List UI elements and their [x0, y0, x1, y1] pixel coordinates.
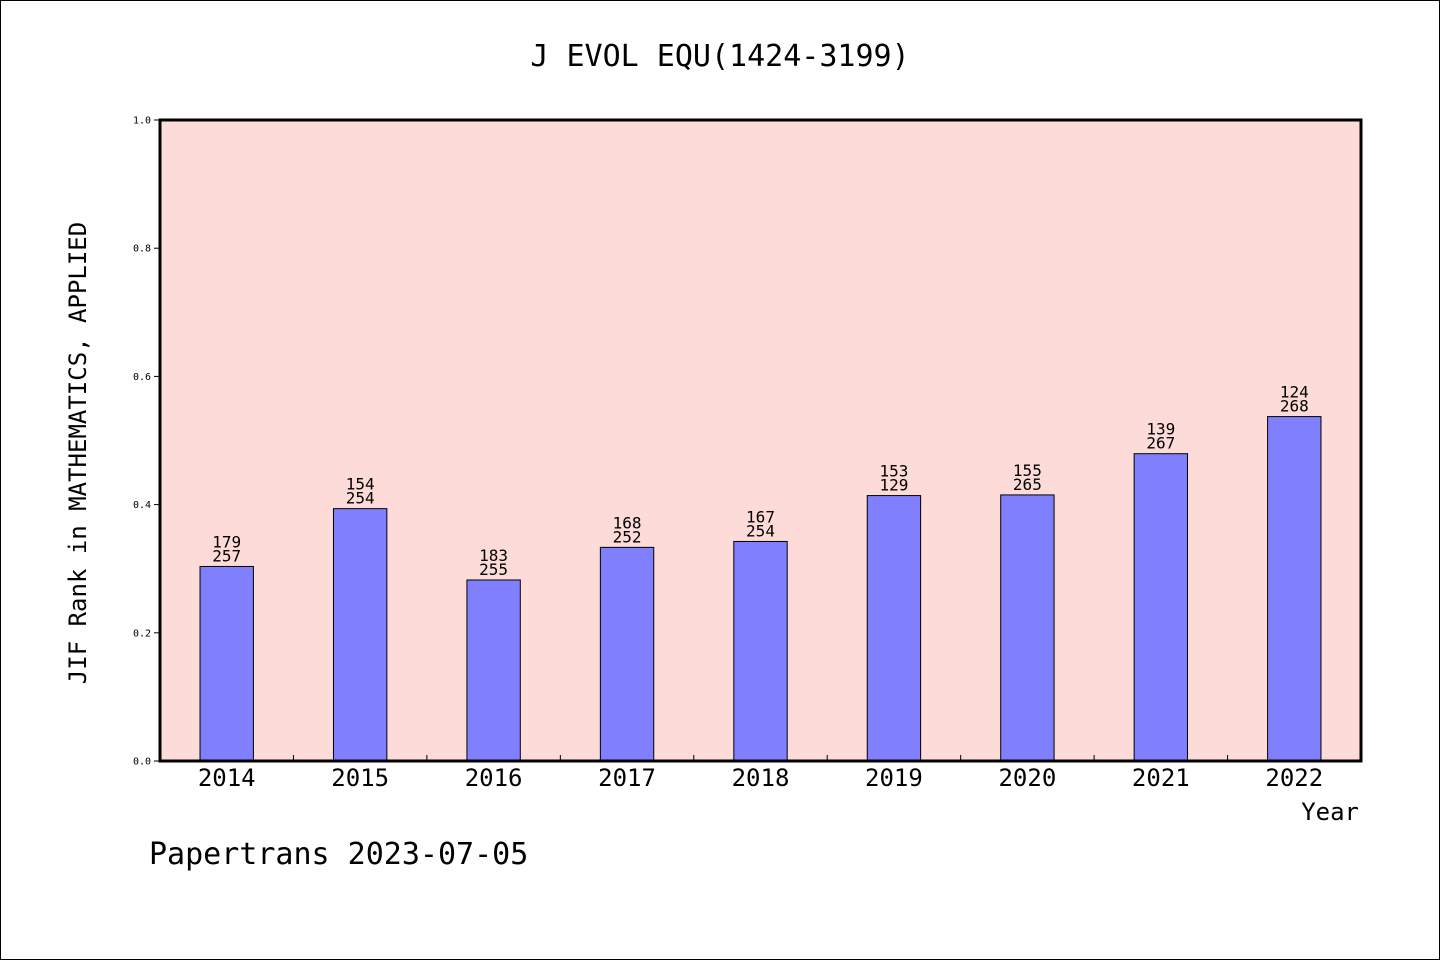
x-tick-label: 2014 [198, 764, 256, 792]
bar-label-total: 255 [479, 560, 508, 579]
x-axis-title: Year [1301, 798, 1359, 826]
bar-label-rank: 153 [879, 462, 908, 481]
x-tick-label: 2015 [331, 764, 389, 792]
chart-title: J EVOL EQU(1424-3199) [530, 39, 909, 74]
bar-2016 [466, 579, 521, 762]
x-tick-label: 2018 [732, 764, 790, 792]
bar-label-total: 265 [1013, 475, 1042, 494]
bar-2019 [866, 495, 922, 762]
x-tick-label: 2020 [998, 764, 1056, 792]
bar-label-total: 254 [346, 489, 375, 508]
y-tick-label: 0.2 [133, 628, 151, 639]
bar-label-rank: 179 [212, 532, 241, 551]
bar-label-rank: 154 [346, 475, 375, 494]
x-tick-label: 2017 [598, 764, 656, 792]
bar-label-rank: 139 [1146, 420, 1175, 439]
bar-label-rank: 167 [746, 507, 775, 526]
y-tick-label: 1.0 [133, 116, 151, 127]
x-tick-label: 2019 [865, 764, 923, 792]
bar-2017 [599, 546, 655, 762]
bar-2022 [1267, 416, 1322, 762]
bar-2015 [332, 508, 388, 762]
plot-frame [158, 118, 1363, 763]
bar-label-total: 267 [1146, 434, 1175, 453]
bar-label-total: 257 [212, 546, 241, 565]
bar-2020 [1000, 494, 1055, 762]
bar-label-total: 268 [1280, 397, 1309, 416]
bar-2014 [199, 565, 254, 762]
ticks-layer: 0.0 0.2 0.4 0.6 0.8 1.0 2014 2015 2016 2017 2018 20… [133, 116, 1323, 793]
bar-2018 [733, 540, 788, 762]
bar-label-rank: 183 [479, 546, 508, 565]
bar-label-total: 252 [613, 527, 642, 546]
bar-label-rank: 155 [1013, 461, 1042, 480]
bar-label-rank: 168 [613, 513, 642, 532]
y-tick-label: 0.8 [133, 244, 151, 255]
bar-label-total: 129 [879, 476, 908, 495]
x-tick-label: 2016 [465, 764, 523, 792]
y-tick-label: 0.4 [133, 500, 151, 511]
bar-label-total: 254 [746, 521, 775, 540]
y-axis-title: JIF Rank in MATHEMATICS, APPLIED [64, 222, 92, 684]
bar-2021 [1133, 453, 1189, 762]
y-tick-label: 0.6 [133, 372, 151, 383]
y-tick-label: 0.0 [133, 757, 151, 768]
x-tick-label: 2022 [1265, 764, 1323, 792]
bar-label-rank: 124 [1280, 383, 1309, 402]
x-tick-label: 2021 [1132, 764, 1190, 792]
bars-layer: 1792571542541832551682521672541531291552… [199, 383, 1322, 762]
footer-watermark: Papertrans 2023-07-05 [149, 837, 528, 872]
